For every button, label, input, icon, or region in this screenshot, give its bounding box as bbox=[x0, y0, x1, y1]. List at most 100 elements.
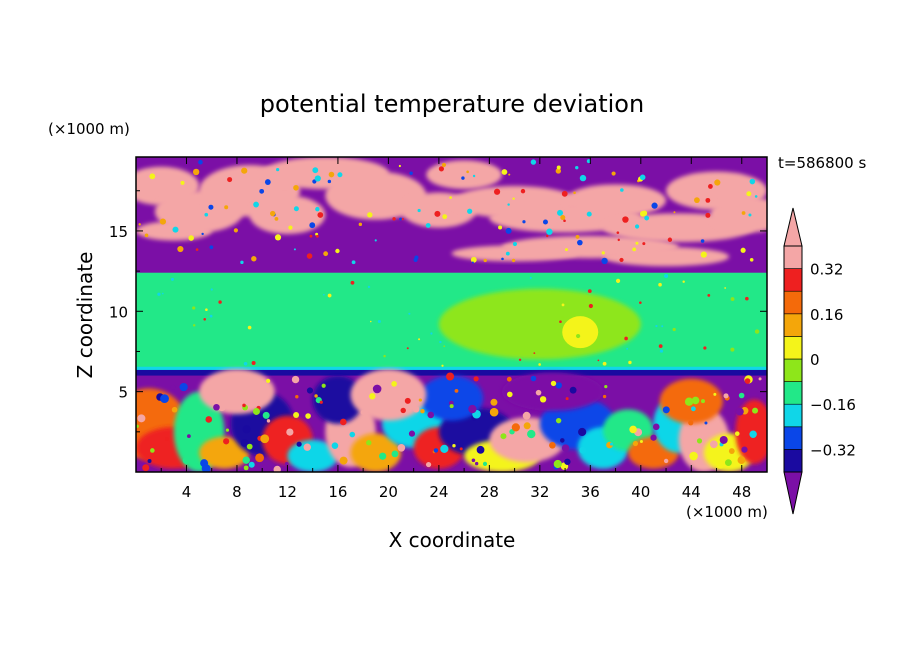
field-speckle bbox=[694, 197, 700, 204]
field-speckle bbox=[404, 397, 411, 404]
field-speckle bbox=[696, 438, 703, 444]
field-speckle bbox=[530, 375, 537, 382]
field-speckle bbox=[218, 300, 222, 304]
field-speckle bbox=[659, 349, 664, 353]
field-speckle bbox=[576, 333, 581, 339]
field-speckle bbox=[276, 168, 280, 172]
field-speckle bbox=[639, 439, 643, 443]
field-speckle bbox=[321, 383, 326, 388]
field-speckle bbox=[707, 293, 711, 297]
field-speckle bbox=[417, 208, 421, 213]
field-turbulent-blob bbox=[199, 436, 250, 469]
field-speckle bbox=[243, 361, 248, 366]
field-speckle bbox=[242, 403, 246, 408]
field-speckle bbox=[563, 219, 566, 223]
field-speckle bbox=[367, 212, 373, 218]
field-speckle bbox=[210, 288, 213, 291]
field-speckle bbox=[752, 407, 759, 414]
field-speckle bbox=[248, 461, 255, 468]
x-tick-label: 24 bbox=[429, 483, 448, 501]
field-speckle bbox=[243, 465, 249, 471]
colorbar-label: 0.16 bbox=[810, 306, 843, 324]
field-warm-core bbox=[438, 288, 641, 360]
field-warm-blob bbox=[426, 160, 502, 190]
field-speckle bbox=[401, 218, 404, 221]
field-speckle bbox=[138, 223, 141, 226]
x-tick-label: 20 bbox=[379, 483, 398, 501]
field-speckle bbox=[470, 256, 477, 263]
x-tick-label: 4 bbox=[182, 483, 192, 501]
field-speckle bbox=[398, 164, 401, 168]
x-tick-label: 48 bbox=[732, 483, 751, 501]
field-speckle bbox=[741, 211, 746, 215]
field-speckle bbox=[266, 378, 271, 383]
field-speckle bbox=[632, 440, 639, 447]
field-speckle bbox=[147, 458, 152, 463]
field-speckle bbox=[449, 404, 454, 409]
field-speckle bbox=[471, 261, 474, 264]
field-speckle bbox=[251, 256, 257, 262]
field-speckle bbox=[204, 212, 209, 217]
colorbar-segment bbox=[783, 449, 803, 473]
field-speckle bbox=[688, 420, 694, 426]
field-speckle bbox=[673, 211, 676, 214]
field-speckle bbox=[293, 411, 300, 418]
field-speckle bbox=[264, 179, 271, 185]
field-speckle bbox=[412, 406, 420, 413]
x-tick-label: 28 bbox=[480, 483, 499, 501]
field-speckle bbox=[744, 378, 751, 384]
field-speckle bbox=[328, 171, 335, 178]
field-speckle bbox=[619, 257, 624, 263]
field-warm-blob bbox=[249, 195, 326, 235]
field-speckle bbox=[182, 456, 191, 465]
field-speckle bbox=[538, 363, 541, 366]
y-axis-ticks: 5 10 15 bbox=[109, 190, 767, 433]
field-speckle bbox=[587, 289, 592, 294]
field-speckle bbox=[306, 253, 313, 259]
field-warm-blob bbox=[710, 197, 767, 233]
field-speckle bbox=[418, 398, 422, 402]
field-speckle bbox=[349, 431, 356, 438]
field-speckle bbox=[724, 459, 732, 466]
field-speckle bbox=[535, 389, 542, 396]
field-speckle bbox=[427, 411, 435, 419]
colorbar-label: −0.16 bbox=[810, 396, 856, 414]
field-turbulent-blob bbox=[350, 433, 402, 472]
field-speckle bbox=[241, 167, 248, 174]
x-tick-label: 12 bbox=[278, 483, 297, 501]
field-speckle bbox=[303, 443, 311, 451]
field-speckle bbox=[571, 334, 575, 338]
field-speckle bbox=[632, 247, 637, 252]
field-speckle bbox=[601, 257, 608, 265]
field-speckle bbox=[672, 327, 676, 332]
field-speckle bbox=[652, 423, 660, 431]
field-speckle bbox=[440, 444, 449, 454]
field-speckle bbox=[468, 404, 477, 414]
field-speckle bbox=[611, 171, 616, 176]
colorbar-segment bbox=[783, 403, 803, 428]
field-speckle bbox=[577, 239, 583, 246]
field-speckle bbox=[545, 234, 549, 238]
field-speckle bbox=[754, 195, 758, 198]
field-speckle bbox=[546, 228, 553, 235]
x-tick-label: 36 bbox=[581, 483, 600, 501]
field-speckle bbox=[716, 460, 725, 469]
field-speckle bbox=[240, 260, 244, 265]
x-unit-label: (×1000 m) bbox=[686, 503, 768, 521]
field-speckle bbox=[144, 233, 149, 238]
field-speckle bbox=[454, 388, 459, 393]
field-speckle bbox=[319, 400, 323, 404]
field-speckle bbox=[650, 434, 657, 441]
field-speckle bbox=[602, 394, 607, 399]
field-speckle bbox=[704, 421, 708, 425]
field-speckle bbox=[523, 422, 531, 430]
field-speckle bbox=[293, 248, 296, 251]
field-speckle bbox=[639, 174, 646, 181]
field-speckle bbox=[498, 225, 503, 230]
field-speckle bbox=[529, 276, 532, 279]
field-speckle bbox=[262, 411, 270, 419]
field-speckle bbox=[200, 459, 209, 468]
field-speckle bbox=[575, 165, 579, 170]
field-speckle bbox=[433, 448, 439, 453]
